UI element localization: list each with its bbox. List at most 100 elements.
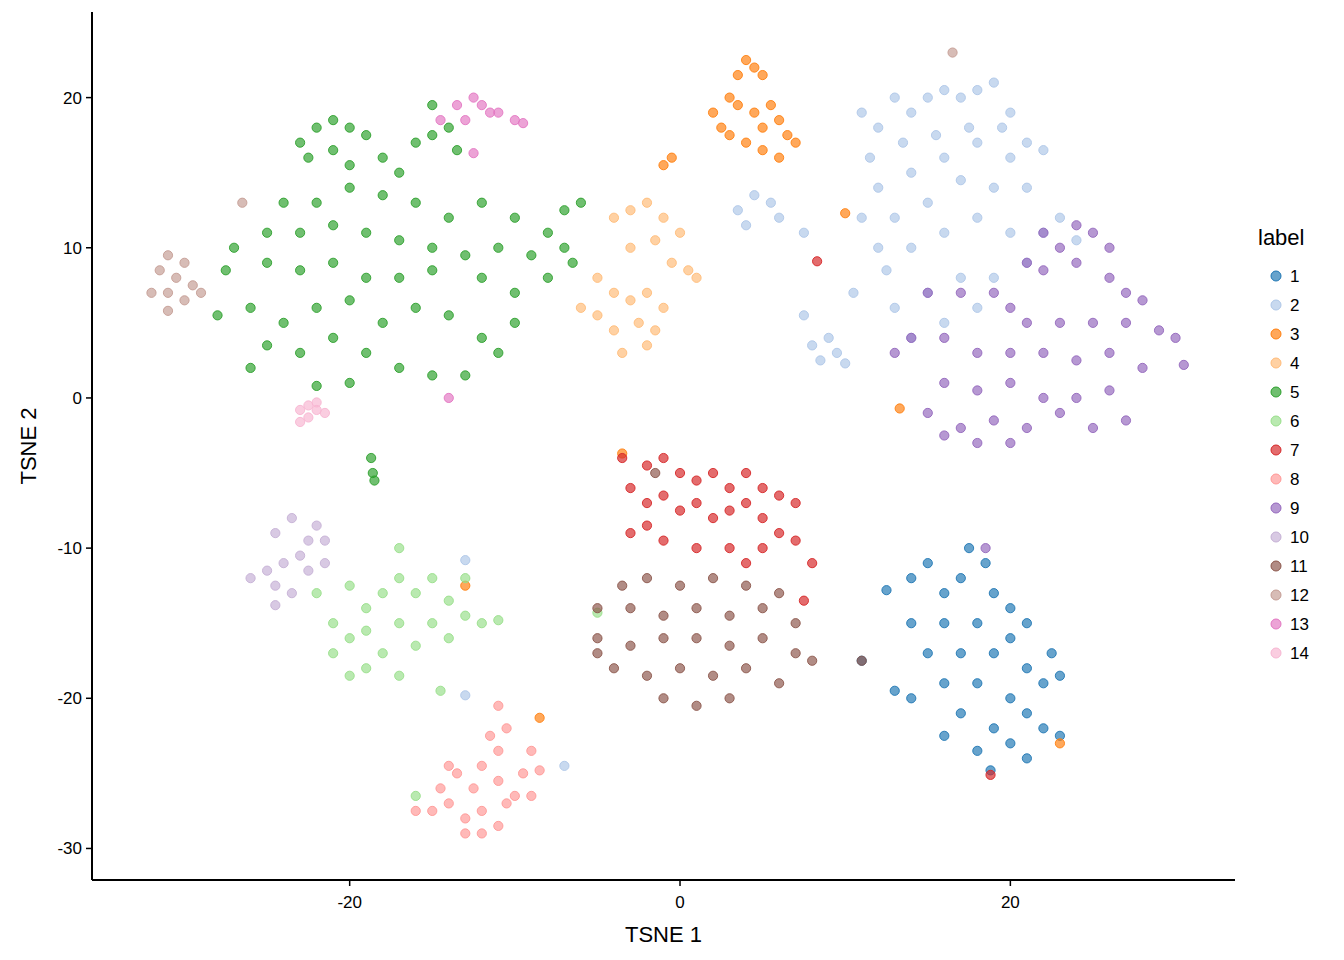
point <box>675 581 684 590</box>
point <box>898 138 907 147</box>
point <box>874 243 883 252</box>
point <box>1047 649 1056 658</box>
point <box>841 209 850 218</box>
point <box>1138 363 1147 372</box>
point <box>229 243 238 252</box>
x-axis-title: TSNE 1 <box>625 922 702 947</box>
point <box>1006 739 1015 748</box>
legend-swatch <box>1271 271 1281 281</box>
point <box>832 348 841 357</box>
point <box>684 266 693 275</box>
point <box>1121 318 1130 327</box>
legend-label: 14 <box>1290 644 1309 663</box>
point <box>692 498 701 507</box>
point <box>411 198 420 207</box>
point <box>312 405 321 414</box>
point <box>923 649 932 658</box>
series-9 <box>890 221 1188 553</box>
point <box>329 221 338 230</box>
point <box>444 311 453 320</box>
point <box>296 266 305 275</box>
point <box>304 413 313 422</box>
point <box>692 544 701 553</box>
point <box>989 288 998 297</box>
point <box>1088 318 1097 327</box>
point <box>717 123 726 132</box>
point <box>477 198 486 207</box>
legend-label: 10 <box>1290 528 1309 547</box>
point <box>395 574 404 583</box>
y-tick <box>86 547 92 549</box>
point <box>907 574 916 583</box>
point <box>1088 228 1097 237</box>
point <box>775 153 784 162</box>
point <box>469 93 478 102</box>
point <box>725 611 734 620</box>
point <box>1105 386 1114 395</box>
point <box>758 146 767 155</box>
point <box>1039 228 1048 237</box>
point <box>890 348 899 357</box>
point <box>907 333 916 342</box>
point <box>1022 664 1031 673</box>
point <box>692 604 701 613</box>
point <box>411 303 420 312</box>
series-8 <box>411 701 544 838</box>
point <box>296 417 305 426</box>
point <box>964 123 973 132</box>
point <box>444 799 453 808</box>
point <box>329 333 338 342</box>
legend-swatch <box>1271 474 1281 484</box>
point <box>725 694 734 703</box>
point <box>345 378 354 387</box>
point <box>907 333 916 342</box>
point <box>758 544 767 553</box>
point <box>1072 236 1081 245</box>
point <box>725 641 734 650</box>
point <box>213 311 222 320</box>
series-4 <box>576 198 701 357</box>
point <box>813 257 822 266</box>
point <box>477 101 486 110</box>
point <box>1006 228 1015 237</box>
point <box>428 371 437 380</box>
point <box>320 536 329 545</box>
point <box>775 116 784 125</box>
point <box>296 405 305 414</box>
point <box>1022 138 1031 147</box>
point <box>461 611 470 620</box>
point <box>362 273 371 282</box>
point <box>345 581 354 590</box>
legend-swatch <box>1271 445 1281 455</box>
point <box>411 589 420 598</box>
point <box>956 176 965 185</box>
point <box>304 153 313 162</box>
point <box>279 559 288 568</box>
point <box>436 784 445 793</box>
series-12 <box>147 48 957 315</box>
point <box>733 70 742 79</box>
point <box>312 303 321 312</box>
point <box>907 168 916 177</box>
point <box>1022 183 1031 192</box>
legend-swatch <box>1271 358 1281 368</box>
point <box>940 679 949 688</box>
point <box>923 559 932 568</box>
point <box>741 498 750 507</box>
point <box>527 251 536 260</box>
chart: -20020-30-20-1001020TSNE 1TSNE 2label123… <box>0 0 1344 960</box>
point <box>246 574 255 583</box>
legend-swatch <box>1271 590 1281 600</box>
point <box>543 273 552 282</box>
point <box>362 348 371 357</box>
legend-label: 5 <box>1290 383 1299 402</box>
point <box>659 694 668 703</box>
point <box>651 326 660 335</box>
point <box>791 138 800 147</box>
point <box>362 228 371 237</box>
series-10 <box>246 513 330 609</box>
point <box>271 529 280 538</box>
series-11 <box>593 468 866 710</box>
point <box>395 671 404 680</box>
point <box>973 386 982 395</box>
